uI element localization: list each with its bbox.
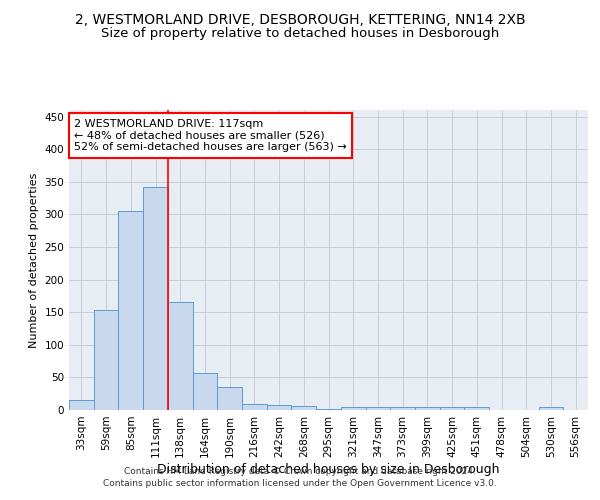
Bar — [168, 302, 193, 410]
Bar — [464, 408, 489, 410]
Bar — [292, 406, 316, 410]
Bar — [94, 310, 118, 410]
Text: Contains HM Land Registry data © Crown copyright and database right 2024.
Contai: Contains HM Land Registry data © Crown c… — [103, 466, 497, 487]
Bar — [415, 408, 440, 410]
Bar — [69, 400, 94, 410]
Bar — [440, 408, 464, 410]
Bar — [193, 373, 217, 410]
Bar — [341, 408, 365, 410]
Bar — [118, 211, 143, 410]
Bar — [267, 405, 292, 410]
Bar — [316, 408, 341, 410]
Text: 2 WESTMORLAND DRIVE: 117sqm
← 48% of detached houses are smaller (526)
52% of se: 2 WESTMORLAND DRIVE: 117sqm ← 48% of det… — [74, 119, 347, 152]
X-axis label: Distribution of detached houses by size in Desborough: Distribution of detached houses by size … — [157, 462, 500, 475]
Bar — [365, 408, 390, 410]
Bar — [217, 387, 242, 410]
Bar — [242, 404, 267, 410]
Bar — [143, 187, 168, 410]
Text: 2, WESTMORLAND DRIVE, DESBOROUGH, KETTERING, NN14 2XB: 2, WESTMORLAND DRIVE, DESBOROUGH, KETTER… — [74, 12, 526, 26]
Bar — [390, 408, 415, 410]
Bar — [539, 408, 563, 410]
Text: Size of property relative to detached houses in Desborough: Size of property relative to detached ho… — [101, 28, 499, 40]
Y-axis label: Number of detached properties: Number of detached properties — [29, 172, 39, 348]
